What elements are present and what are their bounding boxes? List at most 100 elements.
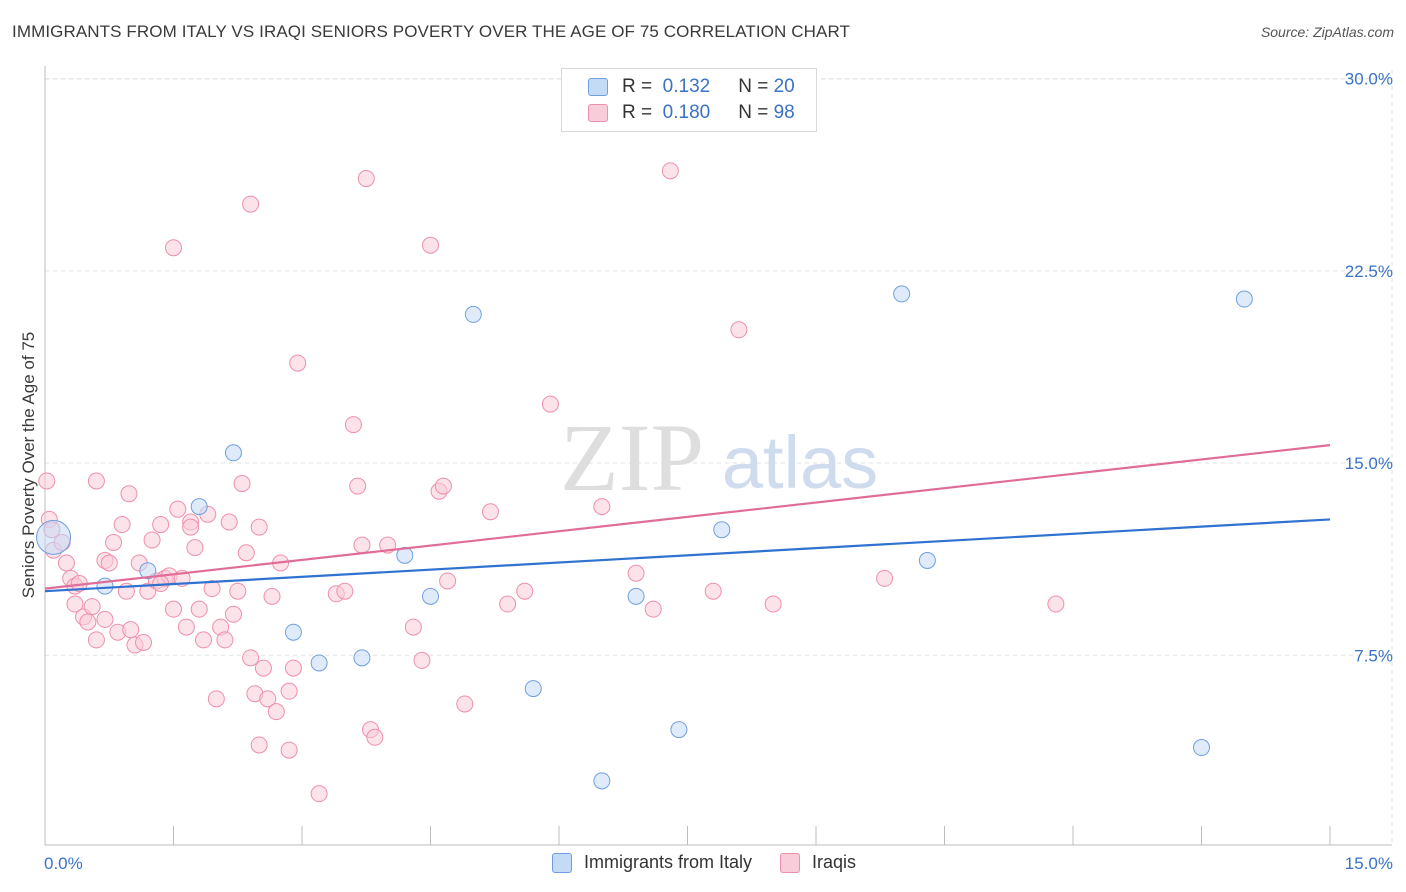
legend-n-label: N = bbox=[738, 102, 769, 123]
point-italy bbox=[284, 623, 302, 641]
point-italy bbox=[918, 551, 936, 569]
point-iraqis bbox=[87, 631, 105, 649]
point-iraqis bbox=[96, 610, 114, 628]
point-iraqis bbox=[38, 472, 56, 490]
point-iraqis bbox=[259, 690, 277, 708]
point-iraqis bbox=[876, 569, 894, 587]
point-iraqis bbox=[87, 472, 105, 490]
point-iraqis bbox=[207, 690, 225, 708]
point-italy bbox=[190, 498, 208, 516]
point-italy bbox=[524, 680, 542, 698]
point-italy bbox=[713, 521, 731, 539]
point-italy bbox=[1235, 290, 1253, 308]
y-tick-label: 7.5% bbox=[1354, 646, 1393, 665]
point-iraqis bbox=[250, 736, 268, 754]
point-iraqis bbox=[105, 534, 123, 552]
point-iraqis bbox=[122, 621, 140, 639]
point-iraqis bbox=[186, 539, 204, 557]
point-iraqis bbox=[66, 595, 84, 613]
point-iraqis bbox=[79, 613, 97, 631]
point-iraqis bbox=[280, 682, 298, 700]
trend-lines bbox=[44, 444, 1331, 593]
point-iraqis bbox=[704, 582, 722, 600]
point-iraqis bbox=[344, 416, 362, 434]
y-tick-label: 15.0% bbox=[1345, 454, 1393, 473]
point-italy bbox=[310, 654, 328, 672]
point-iraqis bbox=[439, 572, 457, 590]
point-iraqis bbox=[120, 485, 138, 503]
point-italy bbox=[353, 649, 371, 667]
point-iraqis bbox=[499, 595, 517, 613]
point-iraqis bbox=[229, 582, 247, 600]
point-iraqis bbox=[194, 631, 212, 649]
point-iraqis bbox=[165, 600, 182, 618]
point-iraqis bbox=[516, 582, 534, 600]
point-iraqis bbox=[177, 618, 195, 636]
point-iraqis bbox=[422, 236, 439, 254]
point-iraqis bbox=[263, 587, 281, 605]
watermark-zip: ZIP bbox=[560, 404, 704, 511]
point-iraqis bbox=[250, 518, 268, 536]
point-iraqis bbox=[224, 605, 242, 623]
point-iraqis bbox=[267, 703, 285, 721]
point-iraqis bbox=[349, 477, 367, 495]
point-iraqis bbox=[404, 618, 422, 636]
gridlines bbox=[45, 70, 1393, 845]
point-iraqis bbox=[1047, 595, 1065, 613]
legend-item-italy: Immigrants from Italy bbox=[552, 852, 752, 873]
point-iraqis bbox=[100, 554, 118, 572]
point-italy bbox=[464, 305, 482, 323]
point-iraqis bbox=[413, 651, 431, 669]
point-italy bbox=[422, 587, 439, 605]
point-italy bbox=[893, 285, 911, 303]
point-italy bbox=[670, 721, 688, 739]
point-italy bbox=[396, 546, 414, 564]
point-iraqis bbox=[254, 659, 272, 677]
legend-r-value-iraqis: 0.180 bbox=[662, 102, 711, 123]
legend-item-iraqis: Iraqis bbox=[780, 852, 856, 873]
trend-line-iraqis bbox=[44, 444, 1331, 590]
point-iraqis bbox=[541, 395, 559, 413]
legend-row-iraqis: R = 0.180 N = 98 bbox=[588, 100, 795, 126]
legend-swatch-iraqis bbox=[588, 104, 608, 122]
point-italy bbox=[1193, 739, 1210, 757]
point-iraqis bbox=[135, 633, 153, 651]
point-iraqis bbox=[284, 659, 302, 677]
x-tick-label-max: 15.0% bbox=[1345, 854, 1393, 873]
data-points bbox=[36, 162, 1253, 803]
point-iraqis bbox=[182, 518, 200, 536]
legend-label-italy: Immigrants from Italy bbox=[584, 852, 753, 872]
legend-swatch-italy bbox=[588, 78, 608, 96]
legend-r-label: R = bbox=[622, 102, 653, 123]
point-iraqis bbox=[83, 598, 101, 616]
x-tick-label-min: 0.0% bbox=[44, 854, 83, 873]
point-iraqis bbox=[310, 785, 328, 803]
y-axis-label: Seniors Poverty Over the Age of 75 bbox=[19, 331, 38, 599]
watermark-atlas: atlas bbox=[722, 421, 878, 504]
point-iraqis bbox=[242, 195, 260, 213]
watermark: ZIP atlas bbox=[560, 404, 878, 511]
point-iraqis bbox=[280, 741, 298, 759]
axes bbox=[44, 66, 1392, 846]
legend-r-value-italy: 0.132 bbox=[662, 76, 711, 97]
point-iraqis bbox=[220, 513, 238, 531]
point-iraqis bbox=[216, 631, 234, 649]
point-iraqis bbox=[152, 516, 170, 534]
legend-swatch-iraqis bbox=[780, 852, 801, 873]
legend-r-label: R = bbox=[622, 76, 653, 97]
point-iraqis bbox=[481, 503, 499, 521]
trend-line-italy bbox=[44, 518, 1331, 593]
tick-labels: 7.5% 15.0% 22.5% 30.0% 0.0% 15.0% bbox=[44, 70, 1393, 873]
point-iraqis bbox=[644, 600, 662, 618]
point-iraqis bbox=[661, 162, 679, 180]
legend-n-value-italy: 20 bbox=[773, 76, 795, 97]
point-iraqis bbox=[764, 595, 782, 613]
point-italy bbox=[139, 562, 157, 580]
stats-legend: R = 0.132 N = 20 R = 0.180 N = 98 bbox=[561, 68, 817, 132]
point-iraqis bbox=[233, 475, 251, 493]
point-iraqis bbox=[165, 239, 182, 257]
y-tick-label: 30.0% bbox=[1345, 70, 1393, 89]
point-iraqis bbox=[357, 170, 375, 188]
chart-title: IMMIGRANTS FROM ITALY VS IRAQI SENIORS P… bbox=[12, 22, 850, 41]
